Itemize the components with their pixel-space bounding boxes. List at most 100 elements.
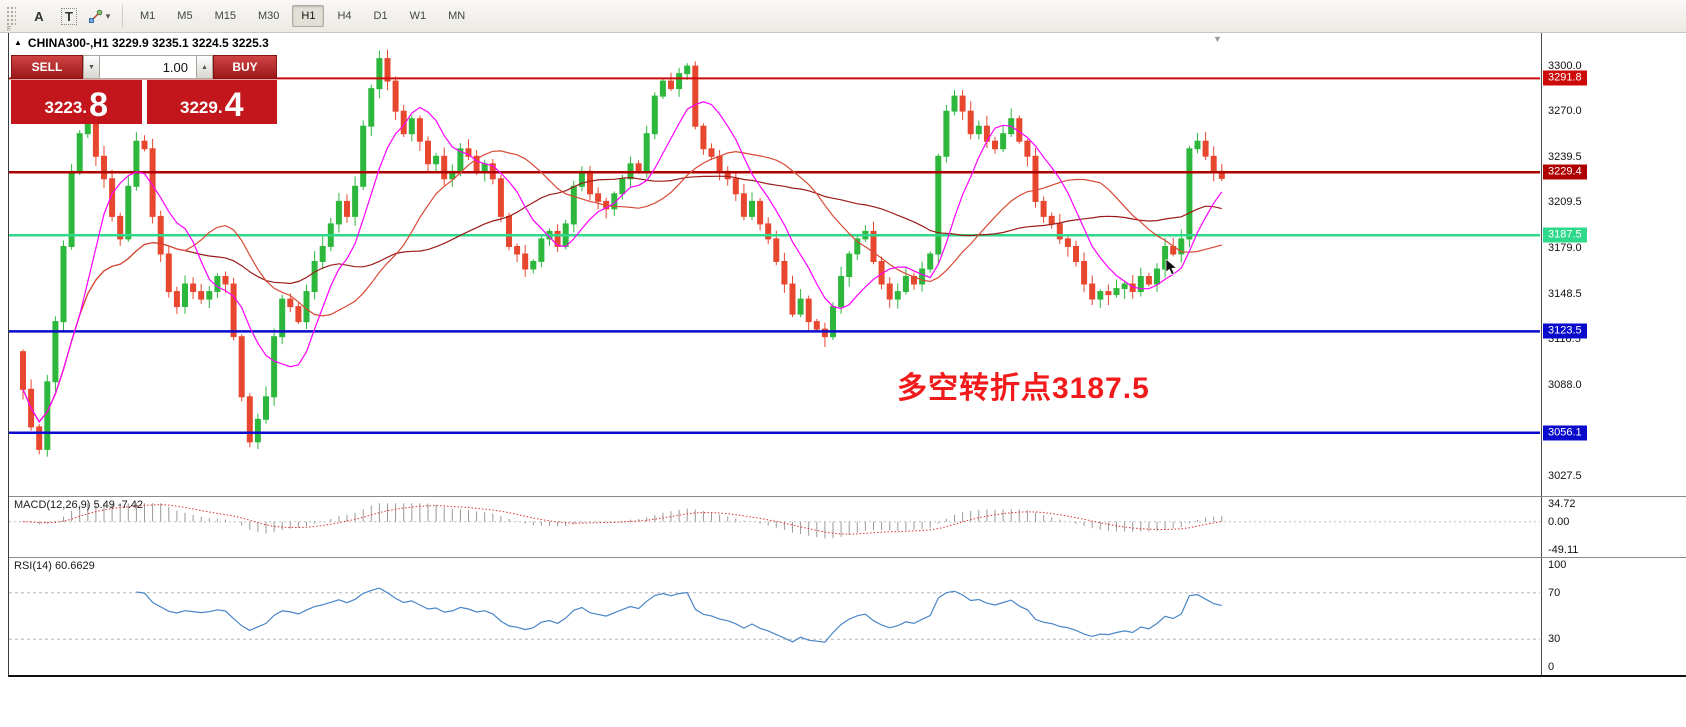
candle <box>692 61 699 130</box>
spinner-down-icon: ▼ <box>88 63 95 71</box>
moving-average-8 <box>22 101 1223 423</box>
candle <box>206 285 213 308</box>
candle <box>1073 240 1079 267</box>
timeframe-button-m30[interactable]: M30 <box>257 10 280 22</box>
candle <box>643 125 650 178</box>
candle <box>821 322 828 347</box>
ask-price-main: 3229. <box>180 98 223 117</box>
candle <box>68 163 75 250</box>
candle <box>700 123 707 155</box>
candle <box>149 138 156 224</box>
candle <box>894 283 901 309</box>
buy-button-label: BUY <box>232 60 258 74</box>
candle <box>311 251 318 300</box>
candle <box>392 76 399 120</box>
candle <box>368 84 375 137</box>
toolbar: F A T ▾ M1 M5 M15 M30 H1 H4 D1 W1 MN <box>0 0 1686 33</box>
candle <box>506 212 512 251</box>
price-axis-label: 3148.5 <box>1548 287 1582 300</box>
candle <box>1154 263 1160 292</box>
candle <box>271 328 278 406</box>
candle <box>992 136 998 154</box>
candle <box>408 115 415 142</box>
candle <box>117 212 124 246</box>
candle <box>740 183 747 221</box>
price-badge: 3291.8 <box>1543 70 1587 86</box>
candle <box>441 147 448 186</box>
candle <box>1210 146 1217 182</box>
macd-pane: MACD(12,26,9) 5.49 -7.42 34.72 0.00 -49.11 <box>9 497 1686 558</box>
candle <box>530 259 537 274</box>
timeframe-button-d1[interactable]: D1 <box>373 10 388 22</box>
candle <box>757 197 764 231</box>
symbol-arrow-icon[interactable]: ▲ <box>14 38 22 47</box>
candle <box>433 153 440 173</box>
candle <box>676 67 683 97</box>
volume-increase-button[interactable]: ▲ <box>196 55 213 79</box>
candle <box>1008 108 1015 137</box>
candle <box>919 261 926 292</box>
text-tool-button[interactable]: A <box>26 4 52 28</box>
candle <box>595 187 602 210</box>
candle <box>1056 213 1063 244</box>
candle <box>967 101 974 140</box>
candle <box>376 50 383 99</box>
macd-axis-label: 34.72 <box>1548 498 1576 510</box>
price-axis[interactable]: 3300.0 3270.0 3239.5 3209.5 3179.0 3148.5 3118… <box>1541 33 1686 496</box>
candle <box>846 251 853 287</box>
volume-input[interactable] <box>100 55 196 79</box>
macd-axis[interactable]: 34.72 0.00 -49.11 <box>1541 497 1686 557</box>
chart-shift-marker-icon[interactable]: ▼ <box>1213 34 1222 44</box>
candle <box>1081 252 1088 293</box>
candle <box>862 225 869 242</box>
macd-chart[interactable] <box>9 497 1540 557</box>
candle <box>830 302 836 340</box>
ask-price-box[interactable]: 3229. 4 <box>146 80 277 124</box>
candle <box>1194 133 1201 154</box>
buy-button[interactable]: BUY <box>213 55 277 79</box>
shapes-tool-button[interactable]: ▾ <box>86 4 112 28</box>
timeframe-button-mn[interactable]: MN <box>448 10 466 22</box>
timeframe-button-w1[interactable]: W1 <box>409 10 427 22</box>
candle <box>927 251 934 273</box>
timeframe-button-m1[interactable]: M1 <box>140 10 156 22</box>
candle <box>1186 145 1193 248</box>
candle <box>684 63 691 80</box>
candle <box>497 175 504 223</box>
candlestick-chart[interactable] <box>9 33 1540 496</box>
price-axis-label: 3270.0 <box>1548 105 1582 118</box>
candle <box>141 135 148 152</box>
candle <box>1064 234 1071 257</box>
timeframe-button-m15[interactable]: M15 <box>214 10 236 22</box>
rsi-chart[interactable] <box>9 558 1540 674</box>
candle <box>870 221 877 265</box>
sell-button[interactable]: SELL <box>11 55 83 79</box>
candle <box>76 130 83 175</box>
chart-text-annotation[interactable]: 多空转折点3187.5 <box>897 372 1150 405</box>
chart-header: ▲ CHINA300-,H1 3229.9 3235.1 3224.5 3225… <box>14 36 269 50</box>
candle <box>554 224 561 252</box>
rsi-axis[interactable]: 100 70 30 0 <box>1541 558 1686 675</box>
candle <box>190 277 197 300</box>
candle <box>1097 289 1104 309</box>
timeframe-button-h1[interactable]: H1 <box>292 5 325 27</box>
moving-average-21 <box>22 150 1222 423</box>
rsi-axis-label: 100 <box>1548 559 1567 571</box>
label-tool-button[interactable]: T <box>56 4 82 28</box>
volume-decrease-button[interactable]: ▼ <box>83 55 100 79</box>
timeframe-button-m5[interactable]: M5 <box>177 10 193 22</box>
candle <box>36 424 43 455</box>
bid-price-box[interactable]: 3223. 8 <box>11 80 142 124</box>
toolbar-separator <box>122 5 123 27</box>
timeframe-button-h4[interactable]: H4 <box>337 10 352 22</box>
shapes-tool-icon <box>88 9 103 23</box>
candle <box>959 90 966 121</box>
toolbar-drag-handle[interactable]: F <box>6 6 16 33</box>
candle <box>101 146 107 188</box>
candle <box>173 286 180 314</box>
candle <box>1040 196 1047 223</box>
candle <box>52 316 59 392</box>
candle <box>708 143 715 161</box>
candle <box>975 120 982 140</box>
candle <box>1089 275 1096 306</box>
